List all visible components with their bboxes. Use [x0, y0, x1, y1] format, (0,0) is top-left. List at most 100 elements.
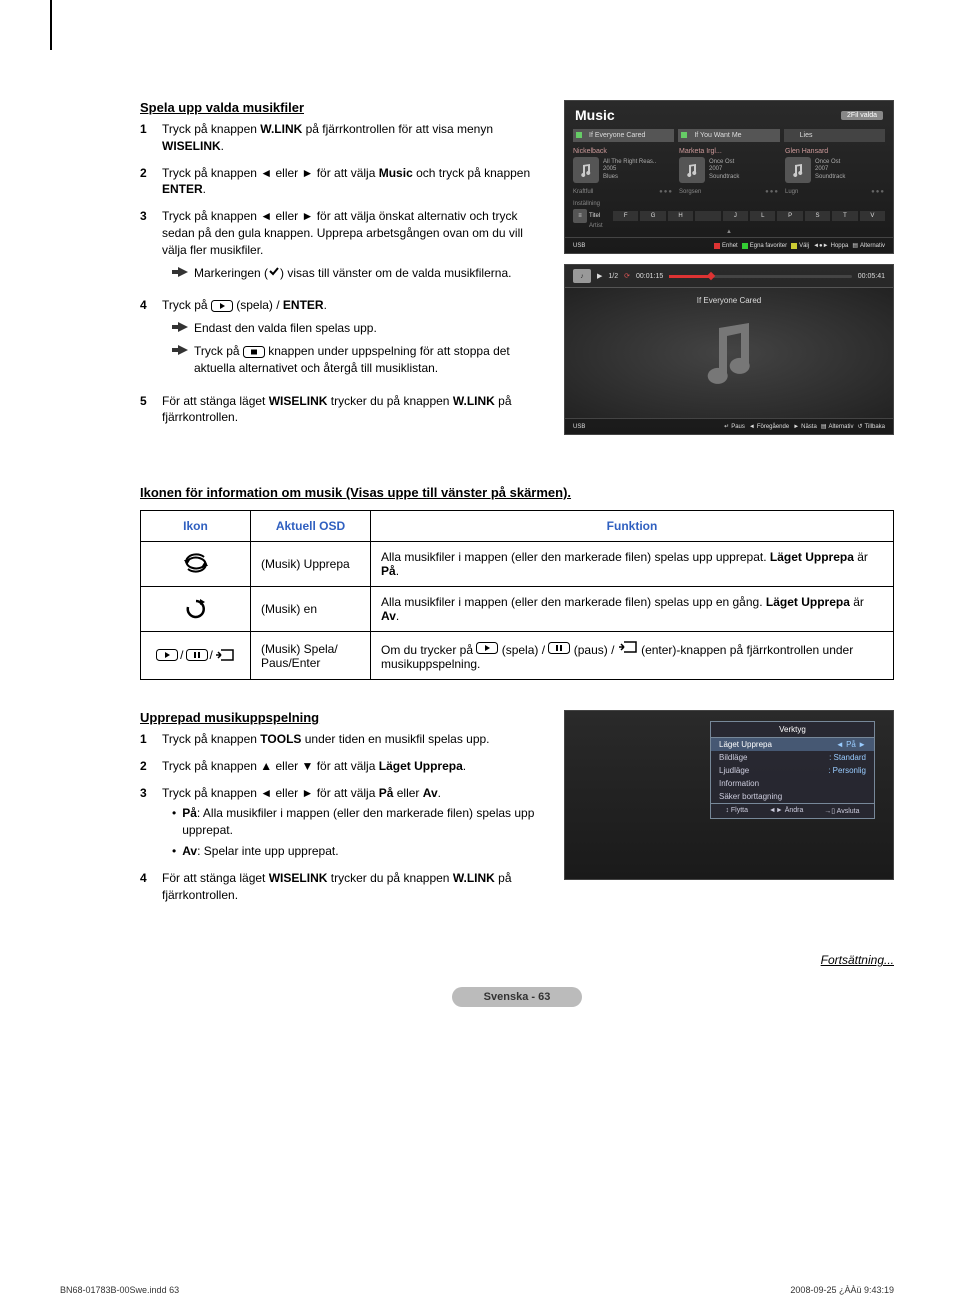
track-badge: ♪ [573, 269, 591, 283]
table-header: Aktuell OSD [251, 511, 371, 542]
step-number: 5 [140, 393, 152, 427]
note-arrow-icon [172, 343, 188, 377]
bullet-text: Av: Spelar inte upp upprepat. [182, 843, 338, 860]
player-footer-action: ◄Föregående [749, 424, 789, 430]
repeat-icon: ⟳ [624, 272, 630, 280]
player-footer-action: ▤Alternativ [821, 423, 854, 430]
alpha-key [695, 211, 720, 221]
bullet-icon: • [172, 805, 176, 839]
indd-filename: BN68-01783B-00Swe.indd 63 [60, 1285, 179, 1295]
step-number: 4 [140, 870, 152, 904]
alpha-key: T [832, 211, 857, 221]
function-cell: Alla musikfiler i mappen (eller den mark… [371, 542, 894, 587]
page: Spela upp valda musikfiler 1Tryck på kna… [0, 0, 954, 1315]
sort-label: Inställning [573, 201, 885, 207]
section3-title: Upprepad musikuppspelning [140, 710, 544, 725]
tools-row: Ljudläge: Personlig [711, 764, 874, 777]
tools-row: Läget Upprepa◄ På ► [711, 738, 874, 751]
continue-label: Fortsättning... [140, 953, 894, 967]
footer-action: ◄●►Hoppa [813, 243, 848, 249]
step-number: 3 [140, 208, 152, 287]
footer-action: Enhet [714, 243, 738, 249]
section2-title: Ikonen för information om musik (Visas u… [140, 485, 894, 500]
note-arrow-icon [172, 320, 188, 337]
table-row: (Musik) enAlla musikfiler i mappen (elle… [141, 587, 894, 632]
table-row: //(Musik) Spela/ Paus/EnterOm du trycker… [141, 632, 894, 680]
icon-info-table: IkonAktuell OSDFunktion (Musik) UpprepaA… [140, 510, 894, 680]
icon-cell [141, 542, 251, 587]
music-player-mock: ♪ ▶ 1/2 ⟳ 00:01:15 00:05:41 If Everyone … [564, 264, 894, 435]
osd-cell: (Musik) Upprepa [251, 542, 371, 587]
album-icon [573, 157, 599, 183]
source-label: USB [573, 243, 585, 249]
step-text: Tryck på knappen ◄ eller ► för att välja… [162, 208, 544, 258]
music-item: NickelbackAll The Right Reas..2005Blues [573, 148, 673, 183]
player-source-label: USB [573, 424, 585, 430]
alpha-key: P [777, 211, 802, 221]
alpha-key: L [750, 211, 775, 221]
doc-meta-footer: BN68-01783B-00Swe.indd 63 2008-09-25 ¿ÀÀ… [0, 1275, 954, 1305]
table-header: Funktion [371, 511, 894, 542]
check-icon [576, 132, 582, 138]
step-text: Tryck på knappen ◄ eller ► för att välja… [162, 165, 544, 199]
player-footer-action: ►Nästa [793, 424, 817, 430]
alpha-key: J [723, 211, 748, 221]
bullet-text: På: Alla musikfiler i mappen (eller den … [182, 805, 544, 839]
tools-row: Information [711, 777, 874, 790]
music-browser-mock: Music 2Fil valda If Everyone Cared If You… [564, 100, 894, 254]
mood-label: Lugn●●● [785, 189, 885, 195]
album-icon [679, 157, 705, 183]
now-playing-track: If Everyone Cared [565, 296, 893, 305]
step-text: För att stänga läget WISELINK trycker du… [162, 870, 544, 904]
footer-action: Egna favoriter [742, 243, 787, 249]
album-icon [785, 157, 811, 183]
section3-steps: 1Tryck på knappen TOOLS under tiden en m… [140, 731, 544, 903]
alpha-key: H [668, 211, 693, 221]
progress-bar [669, 275, 852, 278]
step-number: 2 [140, 165, 152, 199]
tools-footer-action: ↕ Flytta [725, 807, 748, 815]
alpha-key: S [805, 211, 830, 221]
step-text: För att stänga läget WISELINK trycker du… [162, 393, 544, 427]
tools-title: Verktyg [711, 722, 874, 738]
footer-action: Välj [791, 243, 809, 249]
icon-cell [141, 587, 251, 632]
osd-cell: (Musik) Spela/ Paus/Enter [251, 632, 371, 680]
track-counter: 1/2 [608, 273, 618, 280]
step-text: Tryck på (spela) / ENTER. [162, 297, 544, 314]
check-icon [681, 132, 687, 138]
table-header: Ikon [141, 511, 251, 542]
player-footer-action: ↵Paus [724, 423, 745, 430]
tools-mock: Verktyg Läget Upprepa◄ På ►Bildläge: Sta… [564, 710, 894, 880]
music-note-icon [699, 318, 759, 388]
player-footer-action: ↺Tillbaka [858, 423, 885, 430]
alpha-key: F [613, 211, 638, 221]
mood-label: Kraftfull●●● [573, 189, 673, 195]
function-cell: Alla musikfiler i mappen (eller den mark… [371, 587, 894, 632]
play-state-icon: ▶ [597, 272, 602, 280]
step-note: Markeringen () visas till vänster om de … [194, 265, 511, 282]
music-tab: If You Want Me [678, 129, 779, 142]
step-note: Tryck på knappen under uppspelning för a… [194, 343, 544, 377]
step-number: 4 [140, 297, 152, 382]
sort-key-title: Titel [589, 213, 611, 219]
bullet-icon: • [172, 843, 176, 860]
page-number-badge: Svenska - 63 [452, 987, 582, 1007]
step-text: Tryck på knappen W.LINK på fjärrkontroll… [162, 121, 544, 155]
step-text: Tryck på knappen ▲ eller ▼ för att välja… [162, 758, 544, 775]
music-title: Music [575, 107, 615, 123]
elapsed-time: 00:01:15 [636, 273, 663, 280]
section1-title: Spela upp valda musikfiler [140, 100, 544, 115]
music-tab: If Everyone Cared [573, 129, 674, 142]
step-number: 3 [140, 785, 152, 860]
selected-count-badge: 2Fil valda [841, 111, 883, 120]
osd-cell: (Musik) en [251, 587, 371, 632]
icon-cell: // [141, 632, 251, 680]
function-cell: Om du trycker på (spela) / (paus) / (ent… [371, 632, 894, 680]
tools-panel: Verktyg Läget Upprepa◄ På ►Bildläge: Sta… [710, 721, 875, 819]
step-number: 1 [140, 731, 152, 748]
sort-list-icon: ≡ [573, 209, 587, 223]
tools-footer-action: ◄► Ändra [769, 807, 803, 815]
tools-row: Säker borttagning [711, 790, 874, 803]
indd-timestamp: 2008-09-25 ¿ÀÀü 9:43:19 [790, 1285, 894, 1295]
